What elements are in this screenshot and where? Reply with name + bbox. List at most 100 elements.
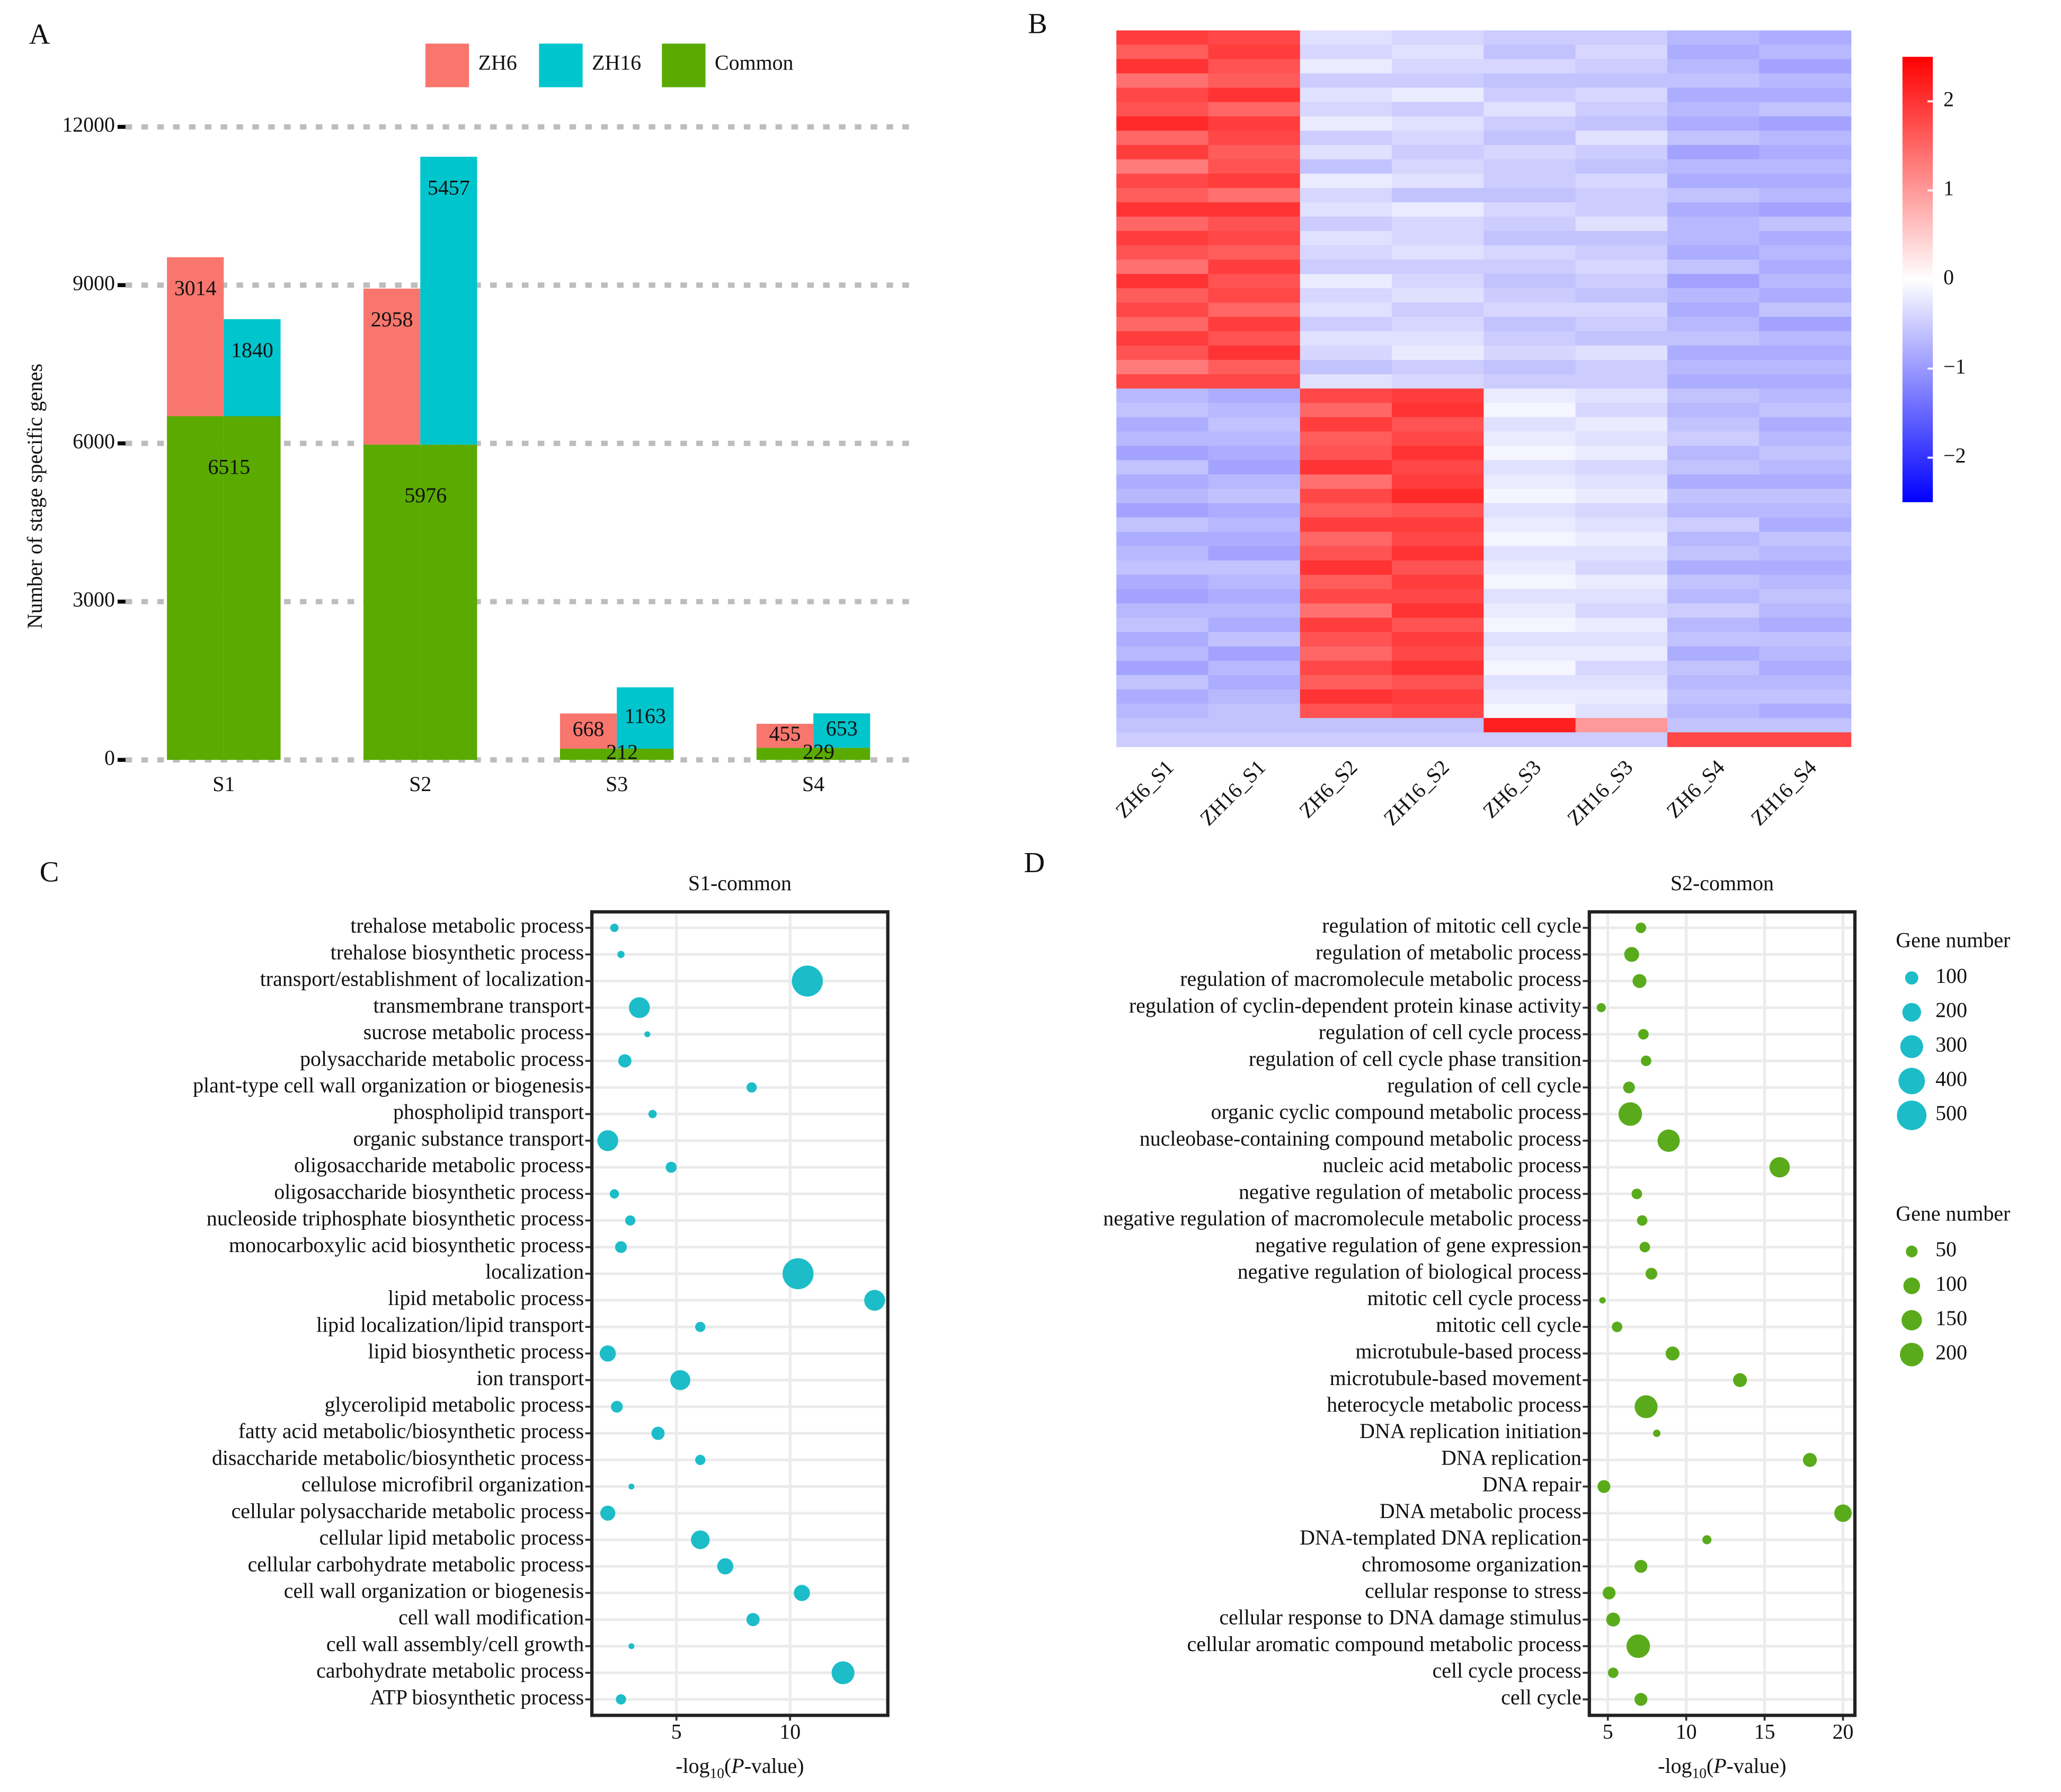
heatmap-cell xyxy=(1116,259,1209,274)
heatmap-cell xyxy=(1483,531,1576,547)
x-axis-label: -log10(P-value) xyxy=(1658,1754,1786,1781)
heatmap-cell xyxy=(1391,446,1485,461)
heatmap-cell xyxy=(1116,73,1209,88)
heatmap-cell xyxy=(1483,617,1576,633)
heatmap-cell xyxy=(1300,317,1392,332)
dot xyxy=(695,1454,706,1465)
heatmap-cell xyxy=(1483,130,1576,146)
heatmap-cell xyxy=(1483,303,1576,317)
heatmap-cell xyxy=(1391,30,1485,46)
heatmap-cell xyxy=(1759,59,1852,74)
bar-segment xyxy=(224,319,281,416)
heatmap-cell xyxy=(1391,417,1485,432)
heatmap-cell xyxy=(1483,145,1576,160)
heatmap-cell xyxy=(1575,259,1668,274)
legend-label: 50 xyxy=(1935,1237,1957,1261)
y-tick-label: disaccharide metabolic/biosynthetic proc… xyxy=(212,1445,584,1469)
y-tick-label: carbohydrate metabolic process xyxy=(316,1658,584,1682)
y-tick-label: transport/establishment of localization xyxy=(260,967,584,991)
heatmap-cell xyxy=(1575,303,1668,317)
dot xyxy=(1634,1395,1658,1418)
heatmap-cell xyxy=(1391,574,1485,590)
heatmap-cell xyxy=(1667,704,1760,718)
column-label: ZH6_S4 xyxy=(1662,755,1729,822)
heatmap-cell xyxy=(1116,560,1209,575)
heatmap-cell xyxy=(1759,30,1852,46)
bar-segment xyxy=(813,748,870,760)
heatmap-cell xyxy=(1483,288,1576,303)
heatmap-cell xyxy=(1300,87,1392,103)
heatmap-cell xyxy=(1116,345,1209,360)
heatmap-cell xyxy=(1208,145,1301,160)
heatmap-cell xyxy=(1391,159,1485,174)
colorbar-label: 1 xyxy=(1943,176,1954,200)
heatmap-cell xyxy=(1208,718,1301,733)
dot xyxy=(691,1530,710,1549)
heatmap-cell xyxy=(1575,245,1668,260)
heatmap-cell xyxy=(1575,45,1668,60)
heatmap-cell xyxy=(1667,259,1760,274)
dot xyxy=(1665,1346,1680,1361)
heatmap-cell xyxy=(1208,245,1301,260)
legend-label: 500 xyxy=(1935,1101,1967,1125)
legend-label: 300 xyxy=(1935,1032,1967,1056)
heatmap-cell xyxy=(1575,116,1668,131)
heatmap-cell xyxy=(1667,87,1760,103)
heatmap-cell xyxy=(1759,87,1852,103)
heatmap-cell xyxy=(1208,288,1301,303)
heatmap-cell xyxy=(1759,202,1852,217)
dot xyxy=(1653,1430,1661,1438)
heatmap-cell xyxy=(1391,517,1485,533)
legend-label: Common xyxy=(715,50,794,74)
heatmap-cell xyxy=(1483,360,1576,375)
legend-dot xyxy=(1900,1343,1924,1367)
panel-letter: C xyxy=(40,856,59,888)
dot xyxy=(625,1215,636,1226)
heatmap-cell xyxy=(1575,173,1668,189)
heatmap-cell xyxy=(1483,45,1576,60)
data-label: 5457 xyxy=(428,175,470,199)
dot xyxy=(599,1345,616,1362)
dot xyxy=(1632,974,1647,988)
heatmap-cell xyxy=(1391,345,1485,360)
heatmap-cell xyxy=(1575,360,1668,375)
y-tick-label: negative regulation of macromolecule met… xyxy=(1103,1207,1582,1230)
data-label: 212 xyxy=(606,740,638,764)
heatmap-cell xyxy=(1208,303,1301,317)
heatmap-cell xyxy=(1391,560,1485,575)
heatmap-cell xyxy=(1208,188,1301,203)
heatmap-cell xyxy=(1667,130,1760,146)
heatmap-cell xyxy=(1483,732,1576,747)
heatmap-cell xyxy=(1483,704,1576,718)
heatmap-cell xyxy=(1759,216,1852,232)
y-tick-label: 3000 xyxy=(73,588,115,611)
heatmap-cell xyxy=(1575,574,1668,590)
heatmap-cell xyxy=(1483,689,1576,704)
heatmap-cell xyxy=(1208,446,1301,461)
heatmap-cell xyxy=(1300,130,1392,146)
heatmap-cell xyxy=(1391,531,1485,547)
dot xyxy=(1639,1241,1650,1253)
heatmap-cell xyxy=(1483,718,1576,733)
heatmap-cell xyxy=(1575,675,1668,690)
heatmap-cell xyxy=(1300,331,1392,346)
dot xyxy=(1596,1003,1606,1013)
heatmap-cell xyxy=(1300,417,1392,432)
column-label: ZH16_S4 xyxy=(1746,755,1822,830)
y-tick-label: oligosaccharide biosynthetic process xyxy=(274,1179,584,1203)
heatmap-cell xyxy=(1208,374,1301,389)
heatmap-cell xyxy=(1667,331,1760,346)
heatmap-cell xyxy=(1483,460,1576,475)
heatmap-cell xyxy=(1116,230,1209,246)
heatmap-cell xyxy=(1391,216,1485,232)
bar-segment xyxy=(363,288,421,445)
heatmap-cell xyxy=(1483,374,1576,389)
heatmap-cell xyxy=(1116,288,1209,303)
heatmap-cell xyxy=(1667,173,1760,189)
heatmap-cell xyxy=(1208,216,1301,232)
heatmap-cell xyxy=(1575,130,1668,146)
y-tick-label: cell cycle process xyxy=(1433,1658,1582,1682)
dot xyxy=(864,1290,885,1311)
heatmap-cell xyxy=(1391,202,1485,217)
heatmap-cell xyxy=(1667,517,1760,533)
